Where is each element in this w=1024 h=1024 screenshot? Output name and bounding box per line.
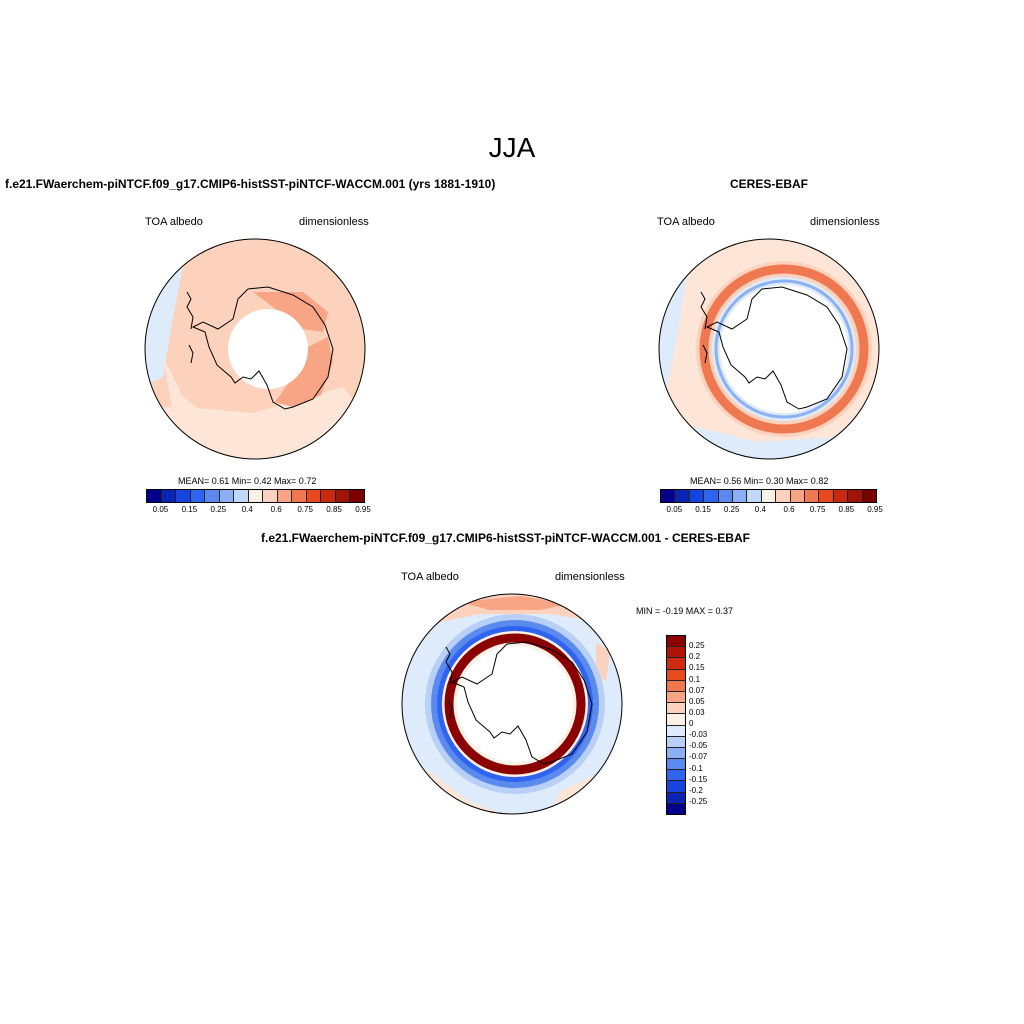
colorbar-swatch [667, 770, 685, 782]
diff-colorbar-ticks: 0.25 0.2 0.15 0.1 0.07 0.05 0.03 0 -0.03 -0.05 -0.… [689, 635, 729, 813]
colorbar-tick-label: 0.25 [723, 505, 740, 514]
colorbar-swatch [689, 490, 705, 502]
colorbar-swatch [667, 636, 685, 648]
colorbar-tick-label: 0.1 [689, 674, 701, 684]
colorbar-swatch [848, 490, 863, 502]
colorbar-tick-label: 0.05 [152, 505, 169, 514]
diff-variable-label: TOA albedo [401, 571, 459, 583]
colorbar-swatch [667, 714, 685, 726]
colorbar-swatch [248, 490, 264, 502]
colorbar-swatch [667, 669, 685, 681]
model-polar-map [144, 238, 366, 460]
colorbar-swatch [733, 490, 748, 502]
colorbar-swatch [819, 490, 834, 502]
colorbar-tick-label: 0.6 [783, 505, 795, 514]
colorbar-swatch [205, 490, 220, 502]
colorbar-swatch [667, 691, 685, 704]
colorbar-tick-label: 0.25 [689, 641, 705, 651]
colorbar-swatch [350, 490, 364, 502]
colorbar-swatch [292, 490, 307, 502]
colorbar-tick-label: -0.05 [689, 741, 708, 751]
colorbar-tick-label: 0.15 [695, 505, 711, 514]
colorbar-tick-label: 0.95 [355, 505, 371, 514]
model-stats: MEAN= 0.61 Min= 0.42 Max= 0.72 [178, 476, 317, 486]
obs-stats: MEAN= 0.56 Min= 0.30 Max= 0.82 [690, 476, 829, 486]
colorbar-tick-label: 0.15 [689, 663, 705, 673]
colorbar-tick-label: 0.85 [838, 505, 855, 514]
colorbar-tick-label: 0.6 [270, 505, 282, 514]
colorbar-swatch [675, 490, 690, 502]
diff-units-label: dimensionless [555, 571, 625, 583]
colorbar-tick-label: 0 [689, 719, 694, 728]
colorbar-swatch [704, 490, 719, 502]
colorbar-swatch [161, 490, 177, 502]
colorbar-swatch [219, 490, 235, 502]
colorbar-tick-label: 0.07 [689, 685, 705, 695]
colorbar-swatch [667, 803, 685, 814]
obs-units-label: dimensionless [810, 216, 880, 228]
colorbar-swatch [667, 680, 685, 692]
diff-panel-title: f.e21.FWaerchem-piNTCF.f09_g17.CMIP6-his… [261, 531, 750, 545]
colorbar-tick-label: 0.15 [181, 505, 198, 514]
diff-colorbar [666, 635, 686, 815]
colorbar-tick-label: 0.25 [210, 505, 227, 514]
colorbar-tick-label: 0.2 [689, 652, 701, 662]
colorbar-tick-label: 0.05 [666, 505, 683, 514]
colorbar-swatch [147, 490, 162, 502]
diff-stats: MIN = -0.19 MAX = 0.37 [636, 606, 734, 616]
colorbar-tick-label: -0.2 [689, 785, 703, 795]
obs-variable-label: TOA albedo [657, 216, 715, 228]
obs-panel-title: CERES-EBAF [730, 177, 809, 191]
figure-title: JJA [488, 132, 536, 163]
colorbar-swatch [306, 490, 322, 502]
colorbar-tick-label: 0.05 [689, 696, 705, 706]
model-colorbar [146, 489, 365, 503]
colorbar-swatch [667, 658, 685, 670]
colorbar-swatch [190, 490, 206, 502]
colorbar-tick-label: 0.4 [241, 505, 253, 514]
colorbar-tick-label: 0.03 [689, 707, 705, 717]
obs-colorbar-ticks: 0.05 0.15 0.25 0.4 0.6 0.75 0.85 0.95 [660, 505, 883, 517]
model-panel-title: f.e21.FWaerchem-piNTCF.f09_g17.CMIP6-his… [5, 177, 496, 191]
obs-colorbar [660, 489, 877, 503]
colorbar-swatch [667, 736, 685, 748]
colorbar-swatch [790, 490, 806, 502]
colorbar-tick-label: -0.15 [689, 774, 708, 784]
colorbar-swatch [335, 490, 351, 502]
colorbar-swatch [776, 490, 791, 502]
colorbar-swatch [321, 490, 336, 502]
colorbar-tick-label: -0.03 [689, 730, 708, 740]
colorbar-swatch [747, 490, 762, 502]
colorbar-swatch [176, 490, 191, 502]
colorbar-tick-label: 0.4 [754, 505, 766, 514]
colorbar-swatch [667, 647, 685, 659]
colorbar-swatch [667, 792, 685, 804]
colorbar-tick-label: -0.25 [689, 796, 708, 806]
colorbar-swatch [667, 747, 685, 760]
colorbar-swatch [833, 490, 849, 502]
colorbar-tick-label: 0.85 [326, 505, 342, 514]
colorbar-swatch [234, 490, 249, 502]
colorbar-tick-label: 0.75 [809, 505, 826, 514]
colorbar-tick-label: 0.75 [297, 505, 313, 514]
model-units-label: dimensionless [299, 216, 369, 228]
colorbar-swatch [667, 781, 685, 793]
obs-polar-map [658, 238, 880, 460]
diff-polar-map [401, 593, 623, 815]
colorbar-tick-label: -0.07 [689, 752, 708, 762]
colorbar-swatch [667, 725, 685, 737]
colorbar-swatch [805, 490, 820, 502]
colorbar-swatch [277, 490, 293, 502]
model-variable-label: TOA albedo [145, 216, 203, 228]
colorbar-swatch [263, 490, 278, 502]
colorbar-swatch [718, 490, 734, 502]
colorbar-swatch [661, 490, 676, 502]
colorbar-tick-label: -0.1 [689, 763, 703, 773]
colorbar-swatch [862, 490, 877, 502]
colorbar-swatch [761, 490, 777, 502]
colorbar-swatch [667, 703, 685, 715]
model-colorbar-ticks: 0.05 0.15 0.25 0.4 0.6 0.75 0.85 0.95 [146, 505, 371, 517]
colorbar-swatch [667, 759, 685, 771]
colorbar-tick-label: 0.95 [867, 505, 883, 514]
